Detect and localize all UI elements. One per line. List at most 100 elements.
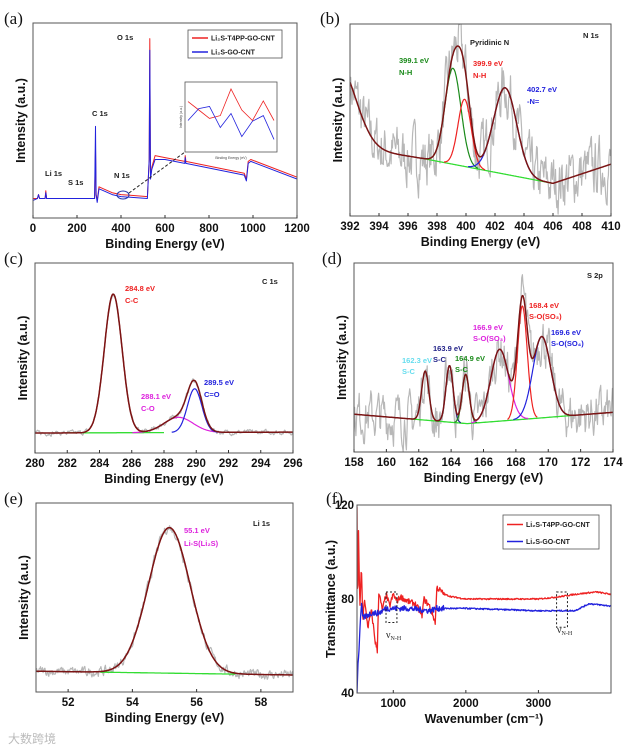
- x-tick-label: 200: [67, 223, 86, 235]
- y-axis-title: Transmittance (a.u.): [324, 540, 338, 658]
- raw-data-line: [36, 525, 293, 680]
- x-tick-label: 172: [571, 457, 590, 469]
- panel-tag: (f): [326, 489, 343, 508]
- x-tick-label: 280: [25, 458, 44, 470]
- zoom-leader-line: [128, 151, 186, 194]
- x-tick-label: 166: [474, 457, 493, 469]
- x-tick-label: 400: [456, 221, 475, 233]
- peak-annotation: 399.1 eV: [399, 56, 429, 65]
- legend-box: [187, 29, 283, 59]
- nh-highlight-box: [385, 591, 398, 624]
- x-tick-label: 290: [187, 458, 206, 470]
- panel-c: 280 282 284 286 288 290 292 294 296 Binding Energ…: [4, 249, 303, 486]
- peak-annotation: Li 1s: [45, 169, 62, 178]
- panel-title: Li 1s: [253, 519, 270, 528]
- x-tick-label: 56: [190, 697, 203, 709]
- y-axis-title: Intensity (a.u.): [16, 316, 30, 401]
- peak-annotation: 402.7 eV: [527, 85, 557, 94]
- x-tick-label: 406: [543, 221, 562, 233]
- nh-annotation: νN-H: [386, 630, 402, 642]
- peak-annotation: 166.9 eV: [473, 323, 503, 332]
- fit-peak-2: [171, 388, 218, 433]
- fit-peak-0: [102, 527, 236, 674]
- x-tick-label: 400: [111, 223, 130, 235]
- x-tick-label: 168: [506, 457, 526, 469]
- peak-annotation: C=O: [204, 390, 220, 399]
- legend-box: [502, 514, 600, 550]
- panel-tag: (d): [322, 249, 342, 268]
- peak-annotation: S 1s: [68, 178, 83, 187]
- series-line-1: [357, 602, 611, 693]
- panel-title: C 1s: [262, 277, 278, 286]
- envelope-fit-line: [36, 526, 293, 676]
- panel-f: 1000 2000 3000 40 80 120 Wavenumber (cm⁻¹) Tran…: [324, 489, 612, 726]
- x-axis-title: Binding Energy (eV): [104, 472, 223, 486]
- fit-peak-1: [444, 98, 486, 171]
- n1s-highlight-circle: [116, 190, 130, 200]
- x-axis-title: Binding Energy (eV): [105, 711, 224, 725]
- inset-frame: [184, 81, 278, 153]
- x-tick-label: 292: [219, 458, 238, 470]
- x-tick-label: 294: [251, 458, 271, 470]
- y-axis-title: Intensity (a.u.): [17, 555, 31, 640]
- nh-highlight-box: [556, 591, 568, 628]
- panel-title: N 1s: [583, 31, 599, 40]
- plot-area: [354, 274, 613, 452]
- inset-y-title: Intensity (a.u.): [179, 106, 183, 128]
- plot-area: [357, 506, 611, 693]
- x-tick-label: 3000: [526, 698, 552, 710]
- peak-annotation: Li-S(Li₂S): [184, 539, 219, 548]
- x-tick-label: 0: [30, 223, 36, 235]
- legend-label: Li₂S-GO-CNT: [526, 539, 571, 546]
- y-axis-title: Intensity (a.u.): [331, 78, 345, 163]
- y-axis-title: Intensity (a.u.): [14, 78, 28, 163]
- peak-annotation: N-H: [399, 68, 412, 77]
- peak-annotation: 288.1 eV: [141, 392, 171, 401]
- x-axis-title: Wavenumber (cm⁻¹): [425, 712, 544, 726]
- background-line: [422, 157, 554, 184]
- peak-annotation: 284.8 eV: [125, 284, 155, 293]
- nh-subscript: N-H: [391, 636, 402, 642]
- panel-a: 0 200 400 600 800 1000 1200 Binding Energy (eV)…: [4, 9, 310, 251]
- x-tick-label: 286: [122, 458, 141, 470]
- peak-annotation: -N=: [527, 97, 540, 106]
- x-tick-label: 392: [340, 221, 359, 233]
- plot-frame: [349, 23, 612, 217]
- panel-tag: (e): [4, 489, 23, 508]
- x-tick-label: 408: [572, 221, 592, 233]
- peak-annotation: N-H: [473, 71, 486, 80]
- x-tick-label: 1000: [240, 223, 266, 235]
- x-tick-label: 398: [427, 221, 447, 233]
- x-tick-label: 158: [344, 457, 364, 469]
- envelope-fit-line: [35, 293, 293, 434]
- x-axis-title: Binding Energy (eV): [424, 471, 543, 485]
- x-tick-label: 800: [199, 223, 218, 235]
- peak-annotation: O 1s: [117, 33, 133, 42]
- legend-label: Li₂S-T4PP-GO-CNT: [211, 36, 276, 43]
- x-tick-label: 160: [377, 457, 396, 469]
- x-tick-label: 58: [254, 697, 267, 709]
- raw-data-line: [354, 274, 613, 452]
- x-tick-label: 394: [369, 221, 389, 233]
- peak-annotation: N 1s: [114, 171, 130, 180]
- panel-tag: (a): [4, 9, 23, 28]
- peak-annotation: 168.4 eV: [529, 301, 559, 310]
- x-tick-label: 296: [283, 458, 302, 470]
- envelope-fit-line: [350, 45, 611, 185]
- raw-data-line: [35, 294, 293, 437]
- peak-annotation: 163.9 eV: [433, 344, 463, 353]
- plot-area: [35, 293, 293, 437]
- x-tick-label: 54: [126, 697, 139, 709]
- x-tick-label: 52: [62, 697, 75, 709]
- peak-annotation: S-C: [433, 355, 447, 364]
- legend-label: Li₂S-GO-CNT: [211, 50, 256, 57]
- nu-symbol: ν: [386, 630, 391, 641]
- x-tick-label: 600: [155, 223, 174, 235]
- panel-e: 52 54 56 58 Binding Energy (eV) Intensity (a.…: [4, 489, 294, 725]
- inset-series-line-0: [187, 88, 275, 122]
- plot-area: [350, 24, 611, 215]
- x-tick-label: 2000: [453, 698, 479, 710]
- peak-annotation: S-O(SO₃): [473, 334, 506, 343]
- panel-title: S 2p: [587, 271, 603, 280]
